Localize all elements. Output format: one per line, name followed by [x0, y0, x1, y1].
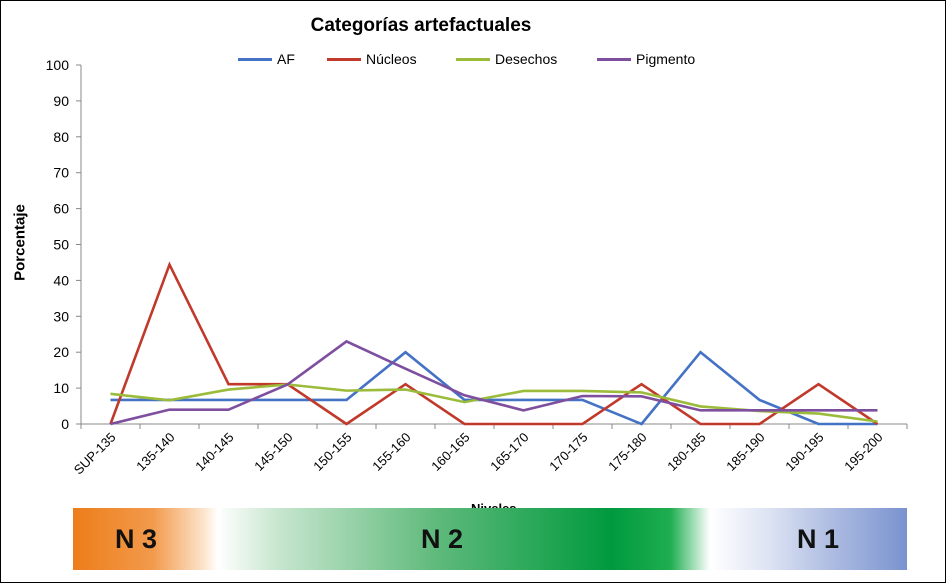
y-tick-label: 100: [46, 57, 70, 73]
series-line-nucleos: [109, 261, 879, 426]
x-tick-label: 165-170: [487, 430, 531, 474]
legend-swatch-af: [238, 57, 272, 61]
y-tick-label: 20: [53, 344, 69, 360]
level-bands: N 3 N 2 N 1: [73, 508, 907, 570]
x-tick-label: SUP-135: [71, 430, 119, 478]
x-axis-label: Niveles: [471, 501, 517, 509]
band-n1: [710, 508, 907, 570]
legend-label-pigmento: Pigmento: [636, 51, 696, 67]
x-tick-label: 150-155: [310, 430, 354, 474]
chart-legend: AF Núcleos Desechos Pigmento: [1, 51, 946, 71]
legend-swatch-nucleos: [327, 57, 361, 61]
legend-item-desechos: Desechos: [456, 51, 557, 67]
band-label-n1: N 1: [797, 524, 840, 554]
x-tick-label: 170-175: [546, 430, 590, 474]
y-tick-label: 40: [53, 272, 69, 288]
legend-swatch-pigmento: [597, 57, 631, 61]
band-label-n2: N 2: [421, 524, 464, 554]
band-label-n3: N 3: [115, 524, 158, 554]
chart-title: Categorías artefactuales: [310, 15, 532, 36]
y-tick-label: 70: [53, 165, 69, 181]
y-tick-label: 60: [53, 201, 69, 217]
plot-area: 0 10 20 30 40 50 60 70 80 90 100 SUP-135 135-140 140-…: [46, 57, 908, 478]
x-tick-label: 190-195: [782, 430, 826, 474]
series-line-pigmento: [110, 339, 878, 426]
legend-item-nucleos: Núcleos: [327, 51, 417, 67]
y-tick-label: 30: [53, 308, 69, 324]
band-n3: [73, 508, 218, 570]
x-tick-label: 145-150: [251, 430, 295, 474]
legend-label-nucleos: Núcleos: [366, 51, 417, 67]
x-tick-label: 155-160: [369, 430, 413, 474]
x-tick-label: 185-190: [723, 430, 767, 474]
band-n2: [218, 508, 710, 570]
legend-swatch-desechos: [456, 57, 490, 61]
y-tick-label: 0: [61, 416, 69, 432]
x-tick-label: 135-140: [133, 430, 177, 474]
y-tick-label: 10: [53, 380, 69, 396]
legend-label-desechos: Desechos: [495, 51, 558, 67]
x-tick-label: 175-180: [605, 430, 649, 474]
legend-item-af: AF: [238, 51, 295, 67]
legend-label-af: AF: [277, 51, 295, 67]
series-line-af: [110, 350, 878, 426]
legend-item-pigmento: Pigmento: [597, 51, 695, 67]
x-tick-label: 180-185: [664, 430, 708, 474]
x-tick-label: 195-200: [841, 430, 885, 474]
x-tick-label: 160-165: [428, 430, 472, 474]
y-tick-label: 50: [53, 237, 69, 253]
x-tick-label: 140-145: [192, 430, 236, 474]
y-tick-label: 90: [53, 93, 69, 109]
y-tick-label: 80: [53, 129, 69, 145]
